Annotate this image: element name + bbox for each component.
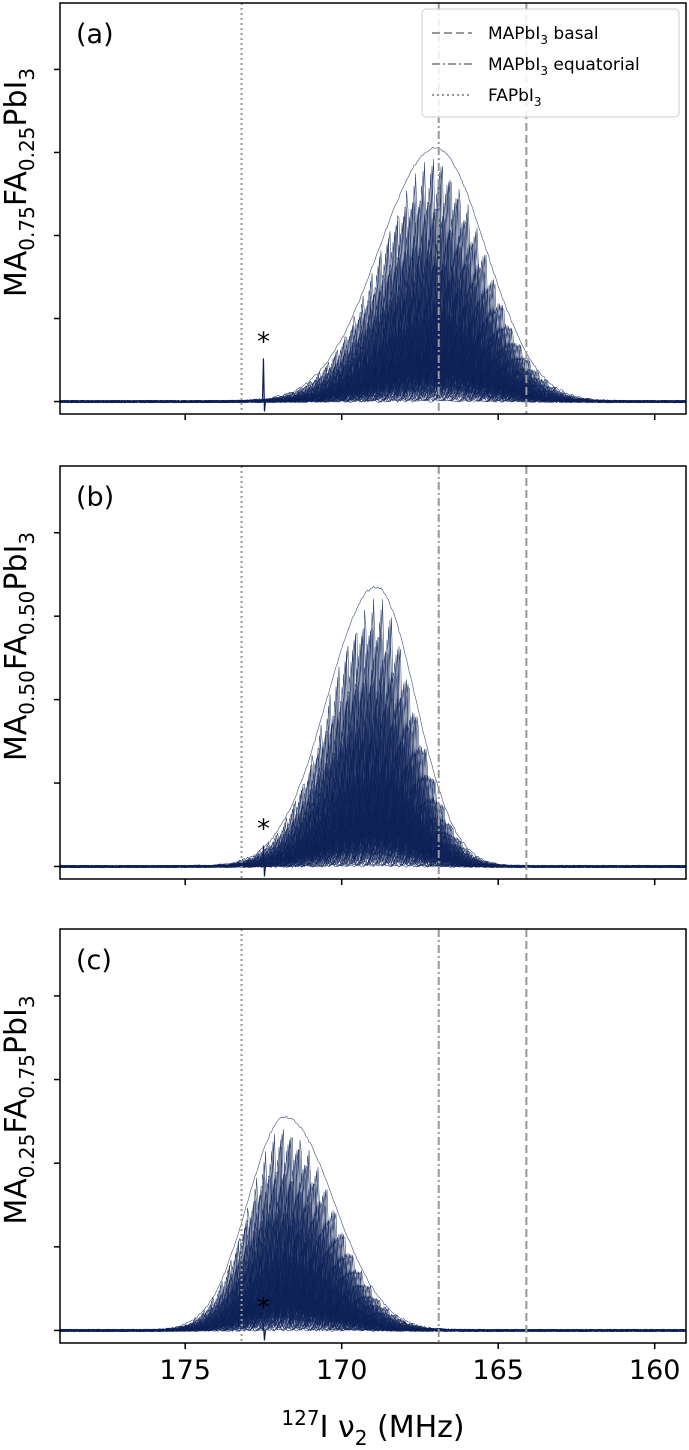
legend-entry: MAPbI3 basal bbox=[488, 24, 599, 47]
y-axis-label: MA0.50FA0.50PbI3 bbox=[0, 532, 39, 761]
panel-c: (c) * MA0.25FA0.75PbI3 bbox=[0, 928, 687, 1349]
artifact-star-label: * bbox=[257, 815, 270, 845]
legend-box bbox=[421, 8, 680, 118]
panel-a: (a) * MA0.75FA0.25PbI3 bbox=[0, 2, 687, 420]
spectrum-trace bbox=[60, 146, 686, 404]
spectrum-trace bbox=[60, 585, 686, 869]
plot-area bbox=[60, 585, 686, 877]
x-tick-label: 170 bbox=[316, 1355, 368, 1386]
artifact-spike bbox=[261, 358, 267, 412]
axes-frame bbox=[59, 465, 687, 880]
axes-frame bbox=[59, 928, 687, 1344]
artifact-spike bbox=[261, 1323, 267, 1341]
panel-label: (a) bbox=[76, 19, 114, 50]
x-tick-label: 165 bbox=[472, 1355, 524, 1386]
plot-area bbox=[60, 146, 686, 412]
panel-b: (b) * MA0.50FA0.50PbI3 bbox=[0, 465, 687, 885]
legend: MAPbI3 basal MAPbI3 equatorial FAPbI3 bbox=[421, 8, 680, 118]
x-tick-label: 175 bbox=[159, 1355, 211, 1386]
y-axis-label: MA0.25FA0.75PbI3 bbox=[0, 995, 39, 1224]
artifact-star-label: * bbox=[257, 1293, 270, 1323]
legend-entry: MAPbI3 equatorial bbox=[488, 55, 640, 78]
spectrum-trace bbox=[60, 180, 686, 404]
plot-area bbox=[60, 1115, 686, 1341]
artifact-spike bbox=[261, 845, 267, 877]
spectrum-trace bbox=[60, 598, 686, 869]
panel-label: (c) bbox=[76, 945, 112, 976]
x-tick-label: 160 bbox=[629, 1355, 681, 1386]
y-axis-label: MA0.75FA0.25PbI3 bbox=[0, 68, 39, 297]
legend-entry: FAPbI3 bbox=[488, 86, 542, 109]
panel-label: (b) bbox=[76, 482, 114, 513]
spectrum-trace bbox=[60, 1115, 686, 1333]
artifact-star-label: * bbox=[257, 327, 270, 357]
x-axis-label: 127I ν2 (MHz) bbox=[281, 1406, 464, 1450]
axes-frame bbox=[59, 2, 687, 415]
